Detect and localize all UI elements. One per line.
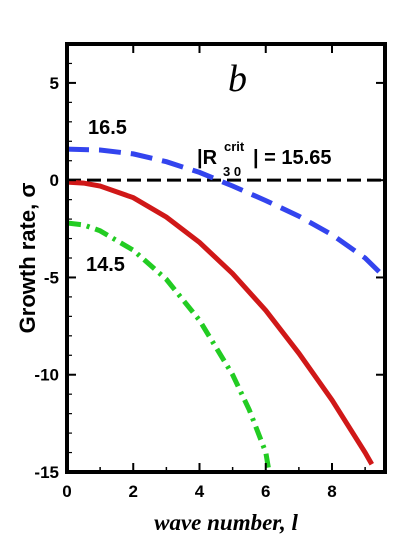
series-line-1 bbox=[67, 179, 374, 466]
x-tick-label: 4 bbox=[195, 482, 205, 501]
series-line-2 bbox=[67, 220, 272, 472]
annotation-suffix: | = 15.65 bbox=[253, 147, 331, 169]
x-axis-title: wave number, l bbox=[154, 510, 298, 535]
x-tick-label: 6 bbox=[261, 482, 270, 501]
series-label-upper: 16.5 bbox=[88, 117, 127, 139]
x-tick-label: 8 bbox=[327, 482, 336, 501]
y-tick-label: -5 bbox=[44, 268, 59, 287]
data-series-group bbox=[67, 146, 385, 472]
y-axis-title: Growth rate, σ bbox=[15, 183, 40, 334]
tick-labels-group: 0 2 4 6 8 5 0 -5 -10 -15 bbox=[34, 74, 336, 501]
axis-ticks-group bbox=[66, 44, 385, 473]
series-line-0 bbox=[67, 146, 385, 280]
panel-label: b bbox=[228, 58, 247, 100]
critical-value-annotation: |R crit 3 0 | = 15.65 bbox=[197, 139, 331, 179]
annotation-prefix: |R bbox=[197, 147, 218, 169]
x-tick-label: 0 bbox=[62, 482, 71, 501]
annotation-subscript: 3 0 bbox=[223, 164, 241, 179]
y-tick-label: -10 bbox=[34, 366, 59, 385]
series-label-lower: 14.5 bbox=[86, 254, 125, 276]
y-tick-label: 5 bbox=[50, 74, 59, 93]
y-tick-label: 0 bbox=[50, 171, 59, 190]
y-tick-label: -15 bbox=[34, 463, 59, 482]
annotation-superscript: crit bbox=[224, 139, 245, 154]
x-tick-label: 2 bbox=[129, 482, 138, 501]
